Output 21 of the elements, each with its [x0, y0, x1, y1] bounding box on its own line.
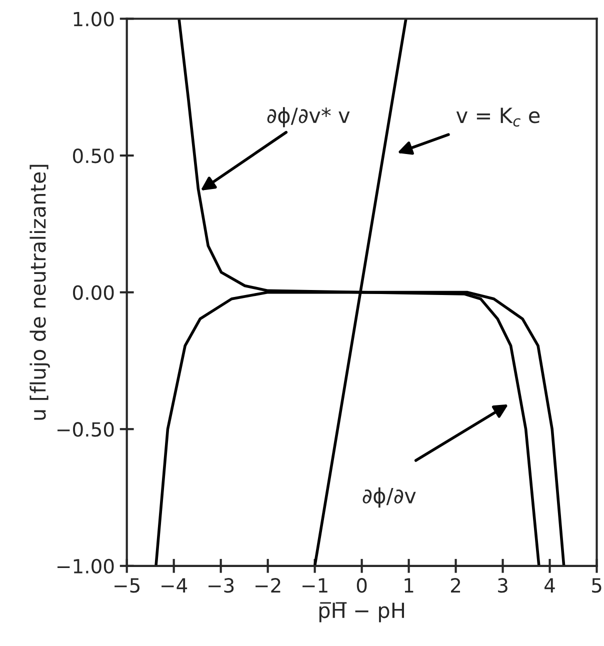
annotation: ∂ϕ/∂v* v: [267, 107, 350, 128]
x-tick-label: −1: [302, 578, 328, 592]
x-tick-label: −3: [208, 578, 234, 593]
x-tick-label: 3: [498, 578, 508, 593]
x-tick-label: 2: [451, 578, 460, 592]
x-tick-label: 5: [592, 578, 602, 593]
x-tick-label: −2: [256, 578, 280, 592]
y-tick-label: −0.50: [58, 422, 114, 437]
x-tick-label: −5: [114, 578, 140, 593]
annotation: v = K$_{c}$ e: [456, 108, 540, 127]
y-axis-title: u [flujo de neutralizante]: [30, 164, 50, 420]
x-tick-label: 0: [356, 578, 367, 593]
y-tick-label: 1.00: [74, 12, 114, 26]
y-tick-label: 0.00: [73, 285, 114, 300]
x-tick-label: 4: [544, 578, 555, 592]
y-tick-label: −1.00: [58, 558, 114, 574]
x-axis-title: p̅H̅ − pH: [319, 602, 404, 622]
annotation: ∂ϕ/∂v: [362, 487, 416, 508]
x-tick-label: 1: [404, 578, 414, 592]
x-tick-label: −4: [162, 578, 188, 592]
y-tick-label: 0.50: [73, 148, 114, 164]
